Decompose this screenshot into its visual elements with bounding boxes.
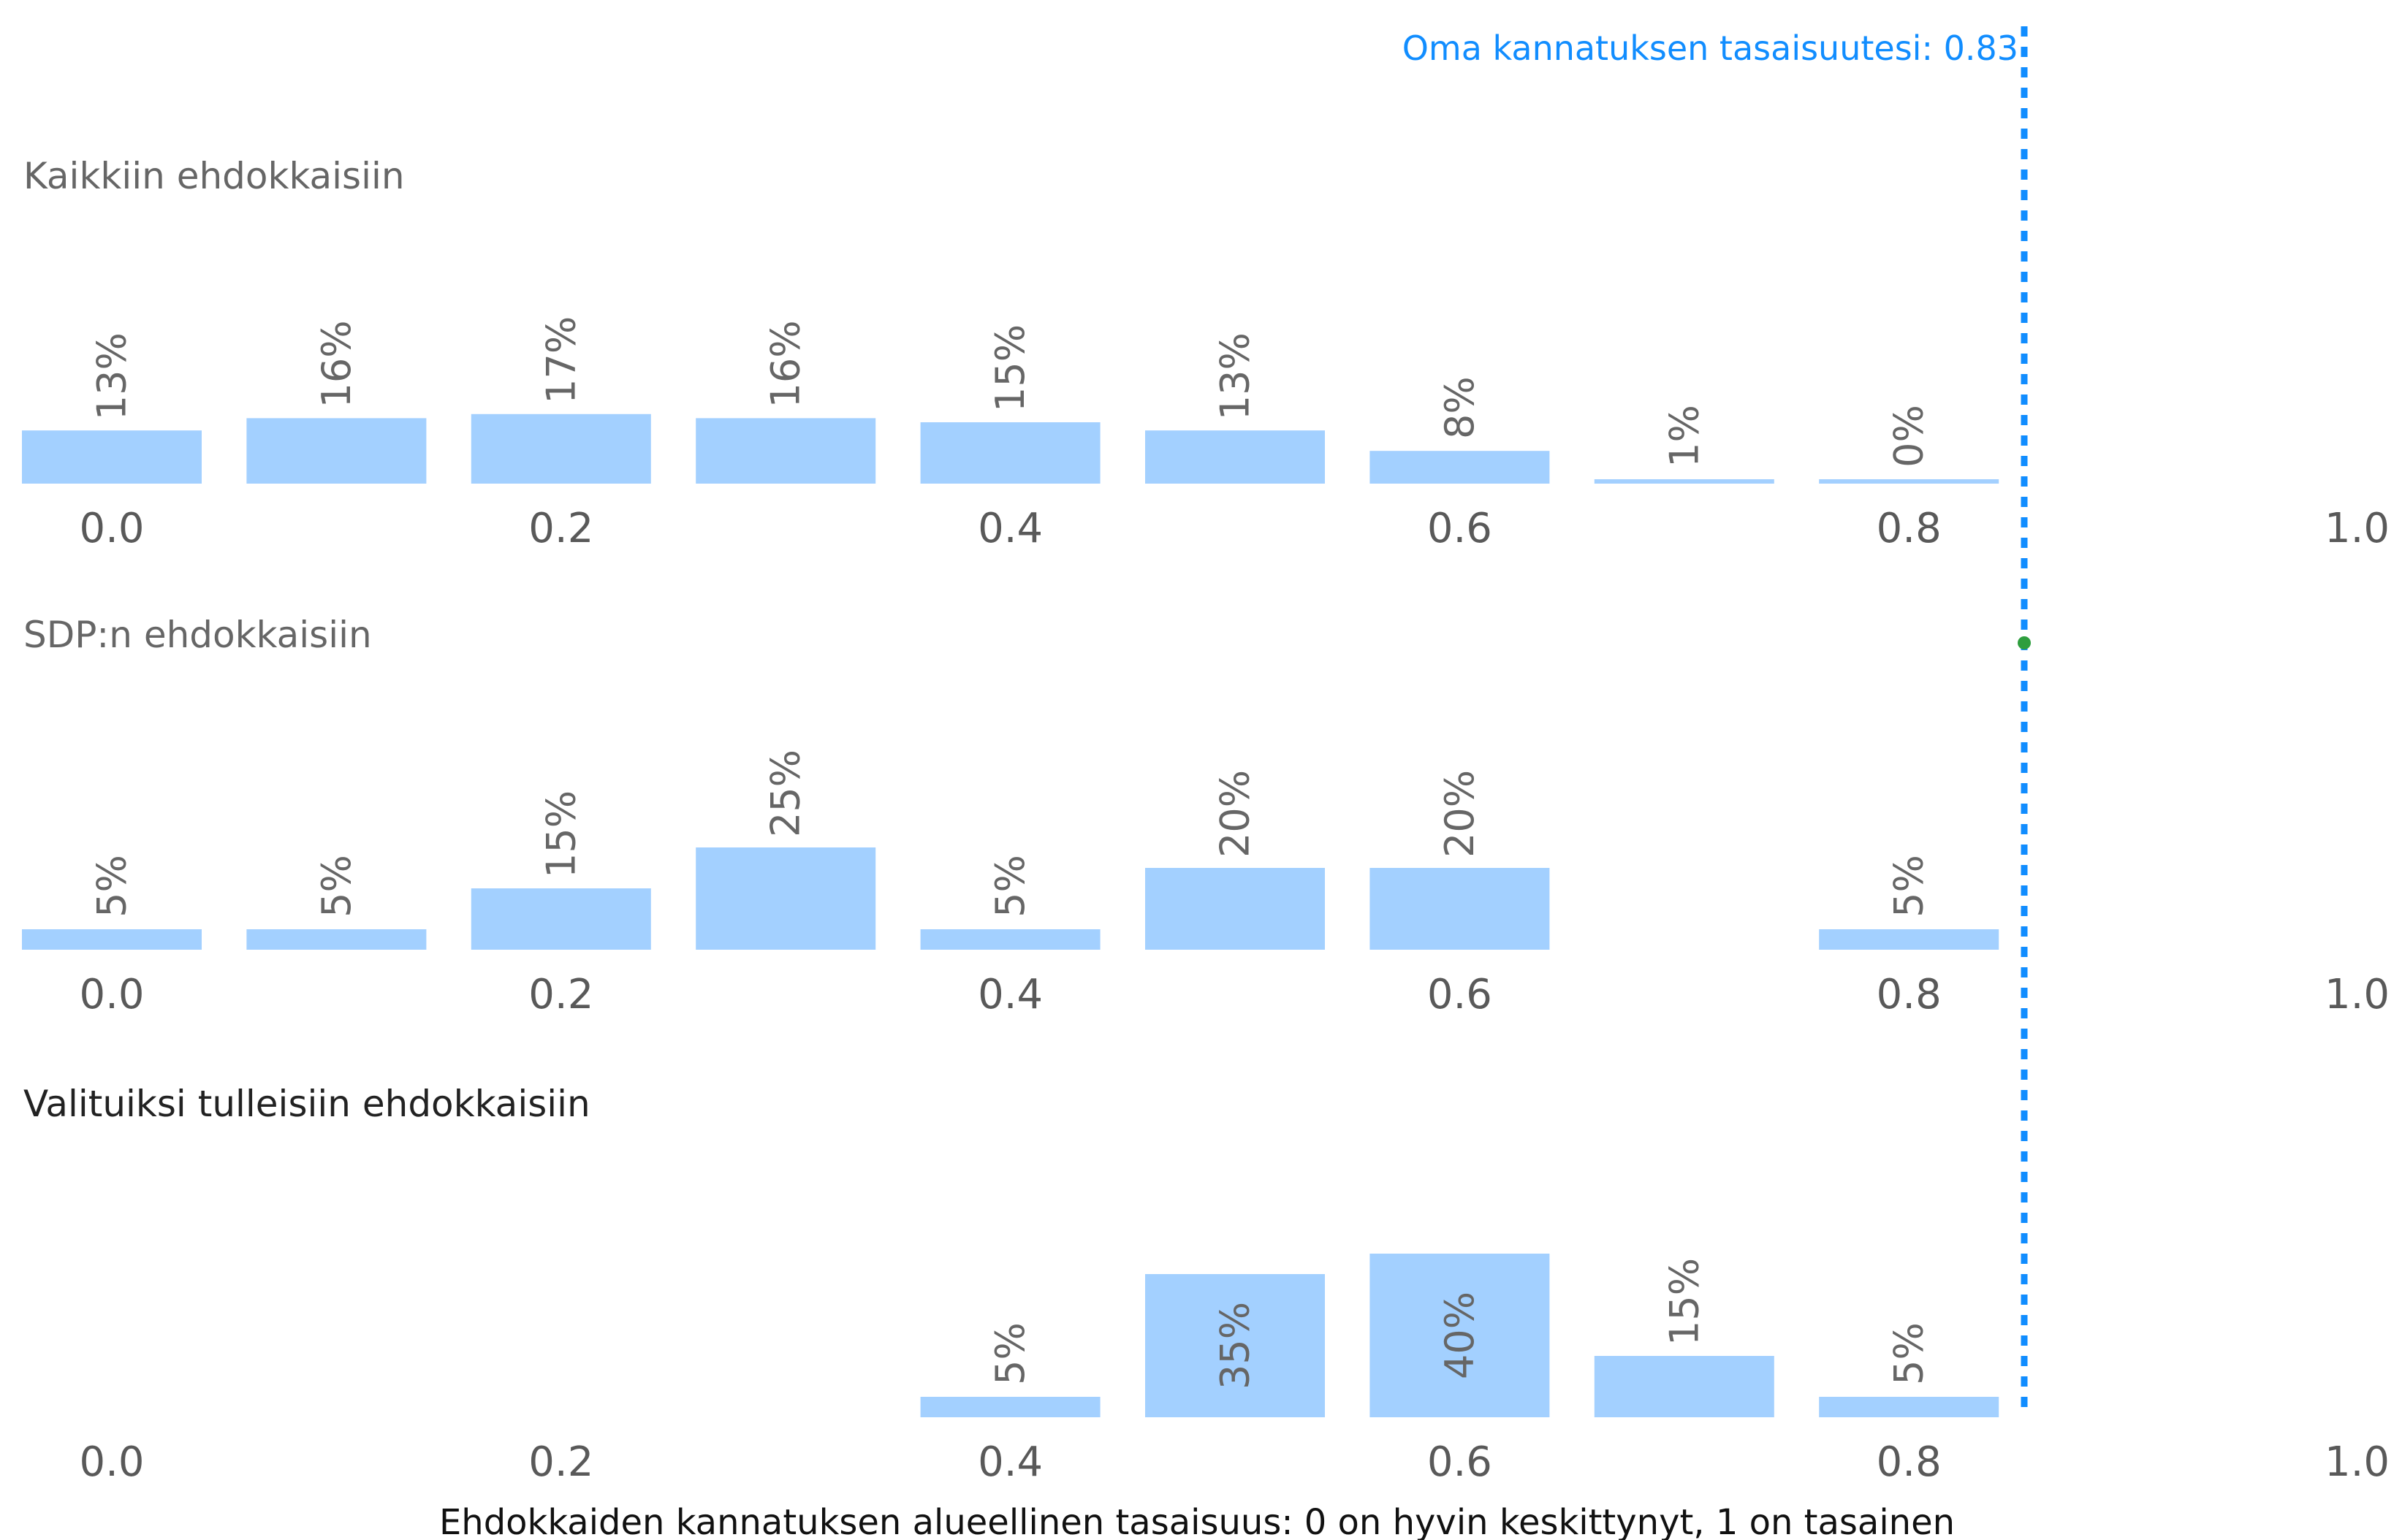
x-tick-label: 1.0 (2325, 505, 2390, 552)
data-label: 5% (987, 1322, 1033, 1385)
bar (1369, 1254, 1550, 1417)
chart-panels: Kaikkiin ehdokkaisiin 13% 16% 17% 16% 15% 13% 8… (22, 155, 2390, 1486)
data-label: 20% (1212, 770, 1258, 858)
bar (1819, 479, 1999, 484)
data-label: 16% (314, 320, 360, 408)
panel-3: Valituiksi tulleisiin ehdokkaisiin 5% 35% 4… (23, 1083, 2390, 1486)
panel-title: Valituiksi tulleisiin ehdokkaisiin (23, 1083, 590, 1125)
x-tick-label: 0.8 (1877, 971, 1942, 1018)
panel-title: SDP:n ehdokkaisiin (23, 614, 372, 656)
x-axis-title: Ehdokkaiden kannatuksen alueellinen tasa… (439, 1502, 1955, 1540)
x-tick-label: 0.0 (79, 1438, 144, 1486)
bar (1594, 479, 1774, 484)
x-tick-label: 0.2 (528, 971, 593, 1018)
bar (696, 847, 876, 950)
bar (22, 929, 202, 950)
data-label: 17% (538, 316, 584, 404)
data-label: 13% (1212, 332, 1258, 420)
x-tick-label: 0.0 (79, 971, 144, 1018)
data-label: 5% (1886, 1322, 1932, 1385)
panel-2: SDP:n ehdokkaisiin 5% 5% 15% 25% 5% 20% 20% 5% 0.… (22, 614, 2390, 1018)
x-tick-label: 0.4 (978, 1438, 1043, 1486)
data-label: 35% (1212, 1302, 1258, 1390)
reference-line-label: Oma kannatuksen tasaisuutesi: 0.83 (1402, 28, 2018, 68)
data-label: 1% (1661, 405, 1707, 468)
x-tick-label: 0.6 (1427, 971, 1492, 1018)
x-tick-label: 0.2 (528, 505, 593, 552)
data-label: 5% (89, 855, 135, 918)
data-label: 16% (763, 320, 809, 408)
bar (246, 929, 427, 950)
bar (1369, 451, 1550, 484)
x-tick-label: 0.6 (1427, 505, 1492, 552)
x-tick-label: 0.4 (978, 505, 1043, 552)
bar (1145, 868, 1325, 950)
bar (246, 418, 427, 484)
data-label: 15% (1661, 1258, 1707, 1346)
bar (1145, 1274, 1325, 1417)
data-label: 13% (89, 332, 135, 420)
panel-1: Kaikkiin ehdokkaisiin 13% 16% 17% 16% 15% 13% 8… (22, 155, 2390, 552)
x-tick-label: 0.8 (1877, 505, 1942, 552)
bar (1819, 929, 1999, 950)
reference-marker (2018, 636, 2031, 649)
x-tick-label: 1.0 (2325, 971, 2390, 1018)
data-label: 5% (1886, 855, 1932, 918)
bar (22, 430, 202, 484)
data-label: 5% (314, 855, 360, 918)
bar (471, 413, 651, 484)
bar (471, 888, 651, 950)
bar (1145, 430, 1325, 484)
data-label: 40% (1437, 1292, 1483, 1379)
bar (1819, 1397, 1999, 1417)
panel-title: Kaikkiin ehdokkaisiin (23, 155, 405, 197)
data-label: 15% (987, 324, 1033, 412)
bar (1594, 1356, 1774, 1417)
x-tick-label: 0.8 (1877, 1438, 1942, 1486)
x-tick-label: 0.0 (79, 505, 144, 552)
bar (920, 929, 1101, 950)
data-label: 20% (1437, 770, 1483, 858)
data-label: 8% (1437, 376, 1483, 439)
x-tick-label: 0.6 (1427, 1438, 1492, 1486)
x-tick-label: 1.0 (2325, 1438, 2390, 1486)
bar (920, 1397, 1101, 1417)
bar (1369, 868, 1550, 950)
bar (696, 418, 876, 484)
data-label: 0% (1886, 405, 1932, 468)
x-tick-label: 0.2 (528, 1438, 593, 1486)
data-label: 15% (538, 790, 584, 878)
data-label: 25% (763, 750, 809, 837)
data-label: 5% (987, 855, 1033, 918)
bar (920, 422, 1101, 484)
x-tick-label: 0.4 (978, 971, 1043, 1018)
